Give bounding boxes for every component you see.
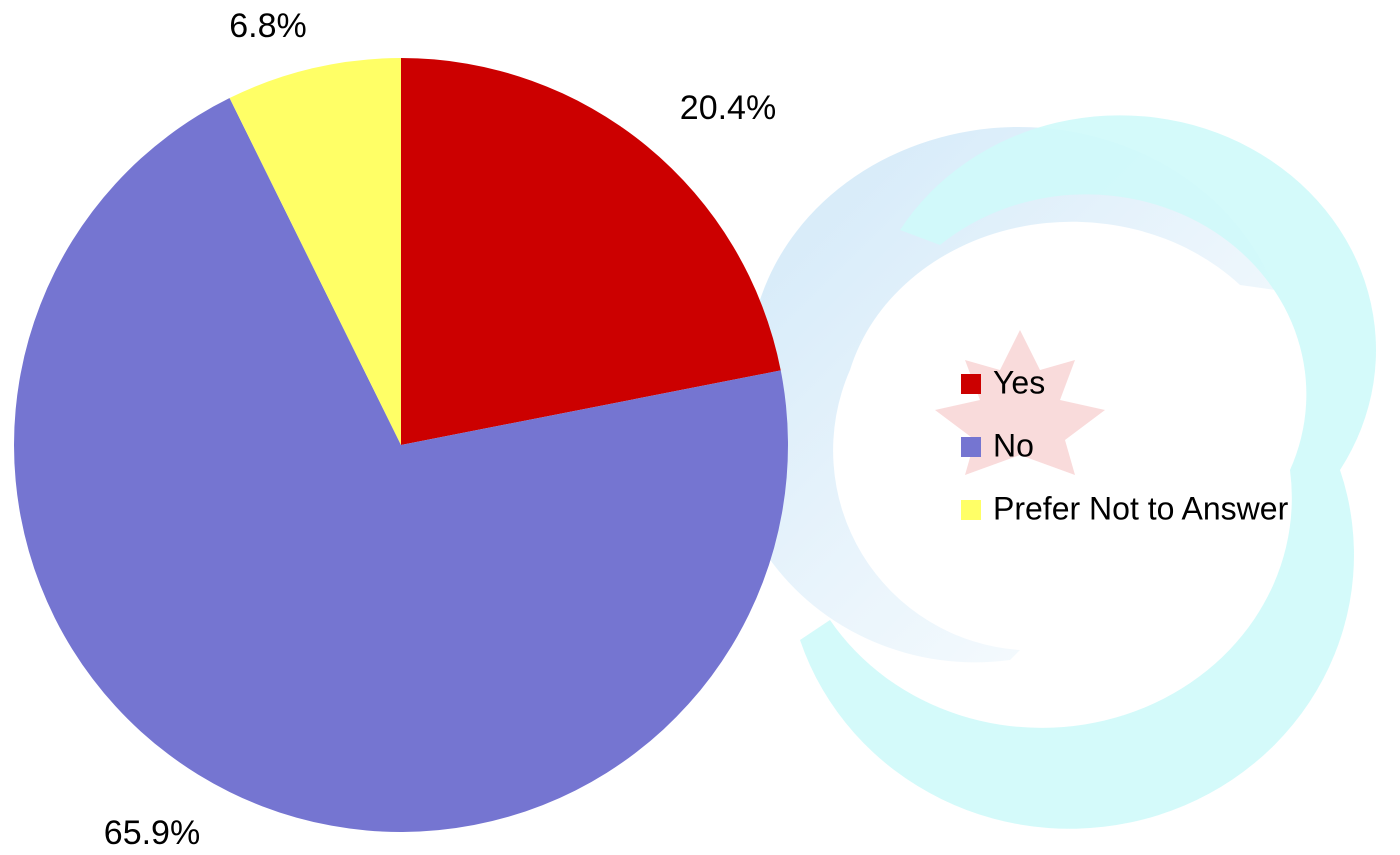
data-label: 20.4% (680, 89, 776, 127)
watermark (725, 115, 1377, 829)
pie-slice (229, 58, 401, 445)
pie-slice (14, 98, 789, 832)
legend: Yes No Prefer Not to Answer (961, 364, 1289, 526)
data-label: 6.8% (229, 7, 307, 45)
legend-label: No (993, 427, 1034, 463)
pie: 20.4% 65.9% 6.8% (14, 7, 789, 852)
legend-swatch (961, 500, 981, 520)
pie-slice (401, 58, 781, 445)
data-label: 65.9% (104, 814, 200, 852)
legend-label: Prefer Not to Answer (993, 490, 1289, 526)
legend-swatch (961, 437, 981, 457)
legend-swatch (961, 374, 981, 394)
legend-label: Yes (993, 364, 1045, 400)
